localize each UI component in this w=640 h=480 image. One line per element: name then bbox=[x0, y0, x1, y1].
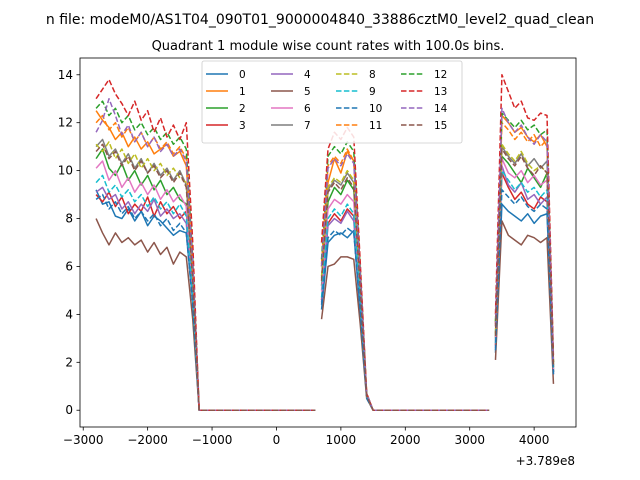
legend-entry-2: 2 bbox=[206, 103, 246, 115]
series-15-line-3 bbox=[494, 148, 555, 368]
x-tick-label: 4000 bbox=[519, 433, 550, 447]
series-12-line-3 bbox=[494, 112, 555, 363]
legend-entry-14: 14 bbox=[401, 103, 448, 115]
x-tick-label: 3000 bbox=[454, 433, 485, 447]
series-10-line-3 bbox=[494, 189, 555, 375]
x-tick-label: −3000 bbox=[63, 433, 104, 447]
x-tick-label: −1000 bbox=[192, 433, 233, 447]
legend-label: 8 bbox=[369, 69, 376, 81]
series-3-line-3 bbox=[494, 172, 555, 372]
legend-entry-15: 15 bbox=[401, 120, 447, 132]
legend-label: 10 bbox=[369, 103, 382, 115]
axes-frame bbox=[79, 57, 577, 428]
legend-entry-13: 13 bbox=[401, 86, 447, 98]
legend-label: 5 bbox=[304, 86, 311, 98]
legend-label: 7 bbox=[304, 120, 311, 132]
legend-box bbox=[201, 60, 463, 144]
series-10-line-2 bbox=[320, 227, 490, 411]
series-14-line-3 bbox=[494, 107, 555, 365]
legend-entry-12: 12 bbox=[401, 69, 447, 81]
series-7-line-3 bbox=[494, 145, 555, 368]
legend-entry-0: 0 bbox=[206, 69, 246, 81]
legend-label: 4 bbox=[304, 69, 311, 81]
series-0-line-3 bbox=[494, 203, 555, 372]
legend-label: 13 bbox=[434, 86, 447, 98]
y-tick-label: 14 bbox=[58, 68, 73, 82]
series-15-line-1 bbox=[95, 143, 316, 411]
legend-entry-11: 11 bbox=[336, 120, 382, 132]
series-8-line-3 bbox=[494, 143, 555, 368]
chart-title: Quadrant 1 module wise count rates with … bbox=[152, 39, 505, 54]
legend-entry-6: 6 bbox=[271, 103, 311, 115]
series-9-line-3 bbox=[494, 169, 555, 372]
legend-label: 15 bbox=[434, 120, 447, 132]
legend-entry-8: 8 bbox=[336, 69, 376, 81]
legend-entry-4: 4 bbox=[271, 69, 311, 81]
legend-label: 3 bbox=[239, 120, 246, 132]
x-axis-offset-label: +3.789e8 bbox=[516, 454, 575, 468]
legend-entry-10: 10 bbox=[336, 103, 382, 115]
series-layer bbox=[95, 74, 555, 411]
y-tick-label: 0 bbox=[65, 403, 73, 417]
legend-entry-1: 1 bbox=[206, 86, 246, 98]
legend-label: 0 bbox=[239, 69, 246, 81]
legend-label: 1 bbox=[239, 86, 246, 98]
x-tick-label: 1000 bbox=[326, 433, 357, 447]
legend-label: 9 bbox=[369, 86, 376, 98]
legend-label: 2 bbox=[239, 103, 246, 115]
legend-entry-9: 9 bbox=[336, 86, 376, 98]
axes: −3000 −2000 −1000 0 1000 2000 3000 400002468101… bbox=[58, 57, 577, 447]
legend-label: 6 bbox=[304, 103, 311, 115]
legend-entry-5: 5 bbox=[271, 86, 311, 98]
series-11-line-3 bbox=[494, 121, 555, 363]
figure-suptitle: n file: modeM0/AS1T04_090T01_9000004840_… bbox=[46, 12, 594, 28]
y-tick-label: 6 bbox=[65, 259, 73, 273]
series-13-line-3 bbox=[494, 74, 555, 358]
series-5-line-3 bbox=[494, 220, 555, 384]
y-tick-label: 2 bbox=[65, 355, 73, 369]
legend-entry-3: 3 bbox=[206, 120, 246, 132]
y-tick-label: 12 bbox=[58, 116, 73, 130]
series-15-line-2 bbox=[320, 177, 490, 411]
x-tick-label: −2000 bbox=[127, 433, 168, 447]
legend-label: 14 bbox=[434, 103, 448, 115]
y-tick-label: 8 bbox=[65, 212, 73, 226]
x-tick-label: 0 bbox=[273, 433, 281, 447]
y-tick-label: 4 bbox=[65, 307, 73, 321]
legend-entry-7: 7 bbox=[271, 120, 311, 132]
y-tick-label: 10 bbox=[58, 164, 73, 178]
x-tick-label: 2000 bbox=[390, 433, 421, 447]
series-6-line-3 bbox=[494, 157, 555, 370]
legend-label: 11 bbox=[369, 120, 382, 132]
series-15 bbox=[95, 143, 555, 411]
legend-label: 12 bbox=[434, 69, 447, 81]
series-14-line-2 bbox=[320, 153, 490, 411]
